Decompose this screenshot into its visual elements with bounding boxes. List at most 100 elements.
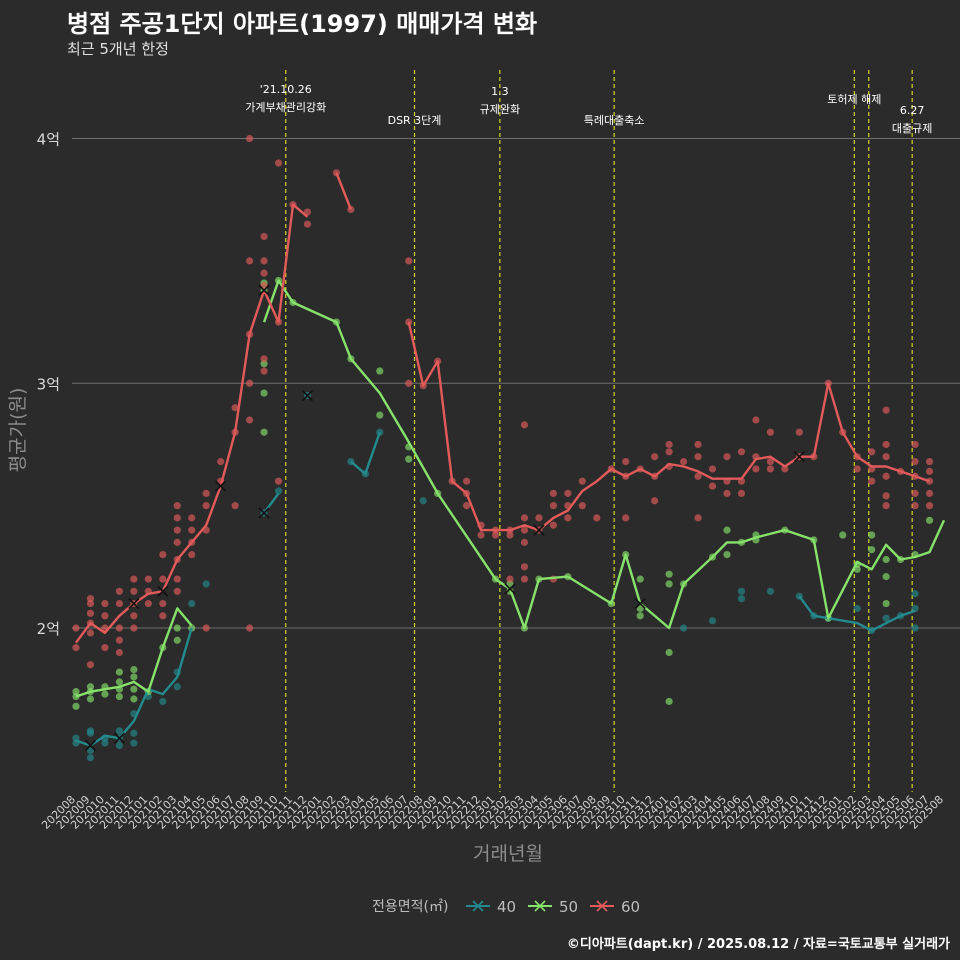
data-point-60: [882, 472, 890, 480]
data-point-60: [159, 550, 167, 559]
series-line-40: [798, 595, 916, 632]
data-point-50: [723, 550, 731, 559]
data-point-60: [680, 457, 688, 466]
data-point-60: [882, 453, 890, 461]
data-point-60: [911, 489, 919, 498]
data-point-60: [882, 440, 890, 449]
data-point-40: [853, 604, 861, 613]
series-line-60: [75, 203, 309, 644]
event-label: 규제완화: [480, 103, 520, 116]
data-point-60: [868, 477, 876, 485]
data-point-50: [86, 695, 95, 703]
data-point-60: [274, 477, 283, 485]
data-point-60: [651, 497, 659, 505]
event-label: 6.27: [900, 104, 925, 117]
data-point-60: [882, 492, 890, 500]
data-point-60: [260, 232, 268, 241]
data-point-40: [159, 697, 167, 706]
x-marker-60: [533, 524, 545, 536]
data-point-50: [86, 683, 95, 691]
x-marker-60: [128, 597, 140, 610]
data-point-60: [853, 465, 861, 473]
data-point-60: [925, 457, 934, 466]
data-point-60: [260, 367, 268, 375]
data-point-60: [520, 421, 529, 429]
data-point-50: [925, 516, 934, 524]
chart-title: 병점 주공1단지 아파트(1997) 매매가격 변화: [67, 10, 538, 38]
data-point-40: [882, 614, 890, 622]
data-point-50: [115, 678, 123, 686]
data-point-50: [130, 685, 138, 693]
legend-label-40: 40: [497, 898, 516, 916]
data-point-50: [636, 604, 644, 613]
data-point-60: [549, 489, 558, 498]
y-tick-label: 4억: [37, 131, 60, 149]
data-point-40: [188, 599, 196, 608]
event-label: 1.3: [491, 85, 509, 98]
series-line-60: [335, 172, 353, 210]
data-point-60: [737, 489, 746, 498]
data-point-40: [86, 746, 95, 754]
data-point-60: [766, 457, 775, 466]
data-point-60: [86, 661, 95, 669]
data-point-60: [130, 612, 138, 620]
data-point-60: [520, 575, 529, 583]
data-point-50: [376, 411, 384, 419]
data-point-40: [680, 624, 688, 632]
data-point-60: [520, 563, 529, 571]
series-line-40: [75, 627, 193, 747]
x-marker-stroke: [128, 597, 140, 610]
y-tick-labels: 2억 3억 4억: [37, 131, 60, 638]
x-marker-40: [301, 389, 314, 402]
series-line-40: [350, 431, 381, 475]
data-point-60: [694, 440, 702, 449]
data-point-60: [506, 575, 514, 583]
data-point-60: [72, 624, 80, 632]
data-point-50: [868, 546, 876, 554]
data-point-60: [766, 465, 775, 473]
event-lines: [285, 70, 913, 792]
event-label: 토허제 해제: [827, 92, 881, 106]
data-point-40: [86, 727, 95, 735]
data-point-50: [723, 526, 731, 534]
data-point-60: [665, 440, 673, 449]
data-point-60: [86, 629, 95, 637]
data-point-60: [708, 465, 717, 473]
data-point-50: [882, 555, 890, 564]
x-axis-title: 거래년월: [473, 843, 543, 865]
x-marker-40: [84, 739, 97, 752]
data-point-40: [737, 587, 746, 595]
legend: 전용면적(㎡) 40 50 60: [372, 898, 640, 916]
data-point-40: [766, 587, 775, 595]
data-point-60: [520, 538, 529, 546]
footer-credit: ©디아파트(dapt.kr) / 2025.08.12 / 자료=국토교통부 실…: [566, 937, 950, 952]
data-point-50: [376, 367, 384, 375]
data-point-40: [419, 497, 427, 505]
event-label: 대출규제: [892, 122, 932, 135]
data-point-60: [506, 531, 514, 539]
data-point-40: [708, 617, 717, 625]
event-label: '21.10.26: [260, 83, 312, 96]
data-point-60: [694, 472, 702, 480]
data-point-60: [101, 644, 109, 652]
data-point-40: [274, 487, 283, 495]
data-point-60: [882, 406, 890, 414]
series-line-50: [75, 607, 193, 698]
data-point-50: [636, 612, 644, 620]
chart-subtitle: 최근 5개년 한정: [67, 40, 169, 58]
data-point-60: [911, 440, 919, 449]
data-point-60: [86, 609, 95, 617]
data-point-60: [868, 448, 876, 456]
data-point-50: [665, 648, 673, 657]
y-axis-title: 평균가(원): [7, 388, 29, 473]
data-point-60: [246, 134, 254, 143]
data-point-60: [911, 502, 919, 510]
data-point-60: [231, 502, 239, 510]
data-point-50: [72, 702, 80, 710]
y-tick-label: 3억: [37, 375, 60, 393]
data-point-40: [115, 727, 123, 735]
data-point-60: [520, 526, 529, 534]
data-point-60: [911, 457, 919, 466]
data-point-60: [274, 159, 283, 167]
